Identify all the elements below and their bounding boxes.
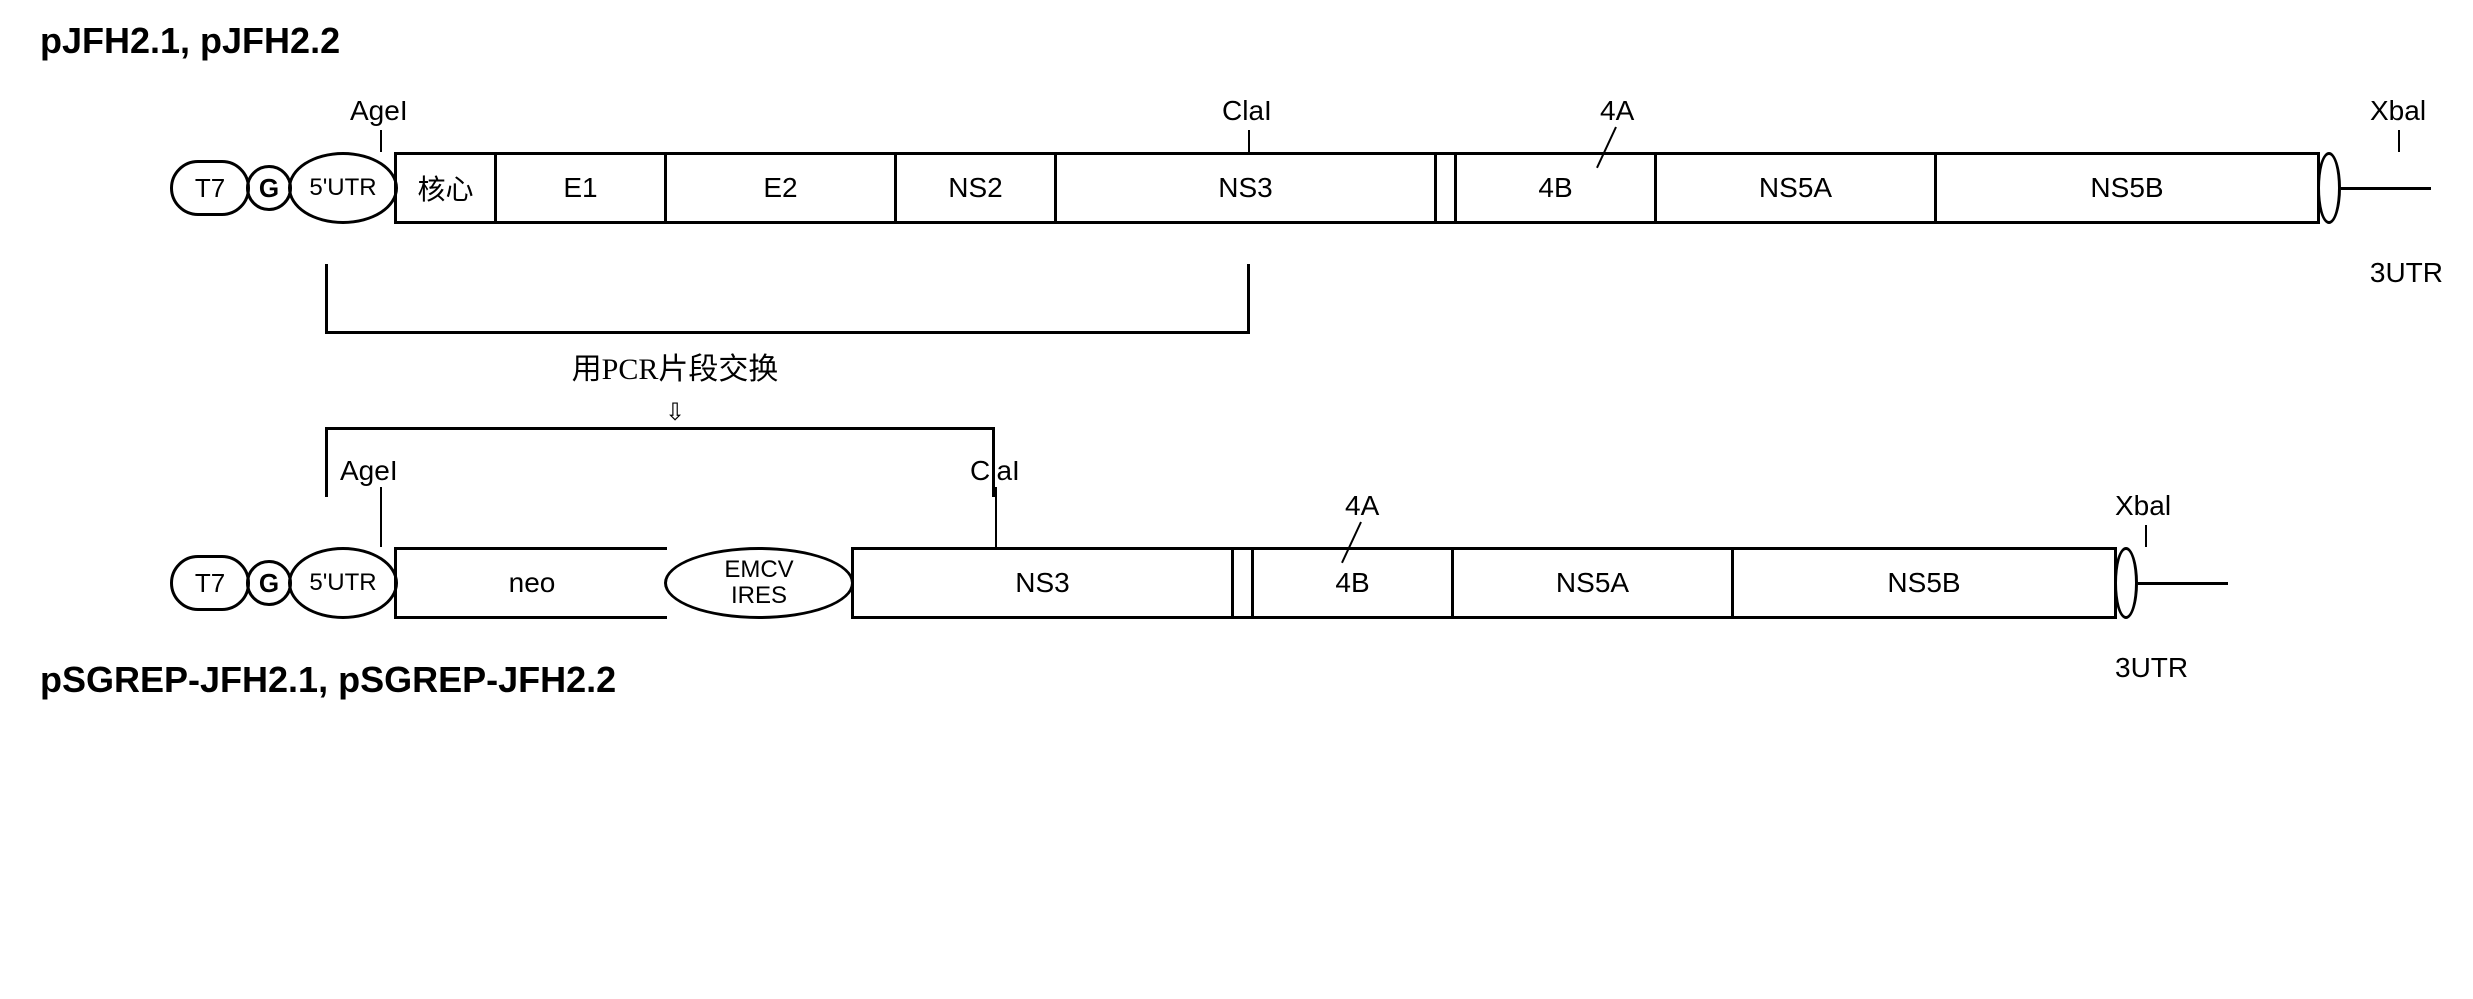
utr5: 5'UTR — [288, 152, 398, 224]
clai-label: ClaI — [1222, 95, 1272, 127]
down-arrow-icon: ⇩ — [325, 398, 1025, 427]
utr3-oval-2 — [2114, 547, 2138, 619]
utr3-oval-1 — [2317, 152, 2341, 224]
box-4a-gap — [1437, 155, 1457, 221]
box-ns5b-2: NS5B — [1734, 550, 2114, 616]
map-row-2: T7 G 5'UTR neo EMCV IRES NS3 4B NS5A NS5… — [170, 547, 2433, 619]
clai-tick-2 — [995, 487, 997, 547]
tail-1 — [2341, 187, 2431, 190]
box-ns2: NS2 — [897, 155, 1057, 221]
bracket-down-line — [325, 264, 1250, 334]
orf-boxes-1: 核心 E1 E2 NS2 NS3 4B NS5A NS5B — [394, 152, 2320, 224]
agei-tick-2 — [380, 487, 382, 547]
xbai-label-2: Xbal — [2115, 490, 2171, 522]
swap-label-block: 用PCR片段交换 ⇩ — [325, 344, 1025, 427]
box-4a-gap-2 — [1234, 550, 1254, 616]
t7-promoter: T7 — [170, 160, 250, 216]
box-ns5a-2: NS5A — [1454, 550, 1734, 616]
bracket-down — [325, 264, 1250, 334]
enzyme-label-row-1: AgeI ClaI 4A Xbal — [170, 92, 2433, 152]
agei-label-2: AgeI — [340, 455, 398, 487]
clai-label-2: ClaI — [970, 455, 1020, 487]
box-4b-2: 4B — [1254, 550, 1454, 616]
agei-label: AgeI — [350, 95, 408, 127]
xbai-label: Xbal — [2370, 95, 2426, 127]
utr3-label-1: 3UTR — [2370, 257, 2443, 289]
clai-tick — [1248, 130, 1250, 152]
t7-promoter-2: T7 — [170, 555, 250, 611]
box-core: 核心 — [397, 155, 497, 221]
tail-2 — [2138, 582, 2228, 585]
bottom-title: pSGREP-JFH2.1, pSGREP-JFH2.2 — [40, 659, 2433, 701]
swap-text: 用PCR片段交换 — [325, 344, 1025, 388]
box-ns3-2: NS3 — [854, 550, 1234, 616]
utr3-label-2: 3UTR — [2115, 652, 2188, 684]
4a-label: 4A — [1600, 95, 1634, 127]
box-e1: E1 — [497, 155, 667, 221]
neo-box: neo — [394, 547, 667, 619]
xbai-tick-2 — [2145, 525, 2147, 547]
construct-2: AgeI ClaI 4A Xbal T7 G 5'UTR neo EMCV IR… — [170, 487, 2433, 619]
g-cap: G — [246, 165, 292, 211]
utr5-2: 5'UTR — [288, 547, 398, 619]
box-ns3: NS3 — [1057, 155, 1437, 221]
box-neo: neo — [397, 550, 667, 616]
enzyme-label-row-2: AgeI ClaI 4A Xbal — [170, 487, 2433, 547]
4a-label-2: 4A — [1345, 490, 1379, 522]
g-cap-2: G — [246, 560, 292, 606]
box-ns5a: NS5A — [1657, 155, 1937, 221]
box-4b: 4B — [1457, 155, 1657, 221]
construct-1: AgeI ClaI 4A Xbal T7 G 5'UTR 核心 E1 E2 NS… — [170, 92, 2433, 224]
map-row-1: T7 G 5'UTR 核心 E1 E2 NS2 NS3 4B NS5A NS5B — [170, 152, 2433, 224]
box-e2: E2 — [667, 155, 897, 221]
emcv-ires: EMCV IRES — [664, 547, 854, 619]
xbai-tick — [2398, 130, 2400, 152]
agei-tick — [380, 130, 382, 152]
top-title: pJFH2.1, pJFH2.2 — [40, 20, 2433, 62]
orf-boxes-2: NS3 4B NS5A NS5B — [851, 547, 2117, 619]
box-ns5b: NS5B — [1937, 155, 2317, 221]
